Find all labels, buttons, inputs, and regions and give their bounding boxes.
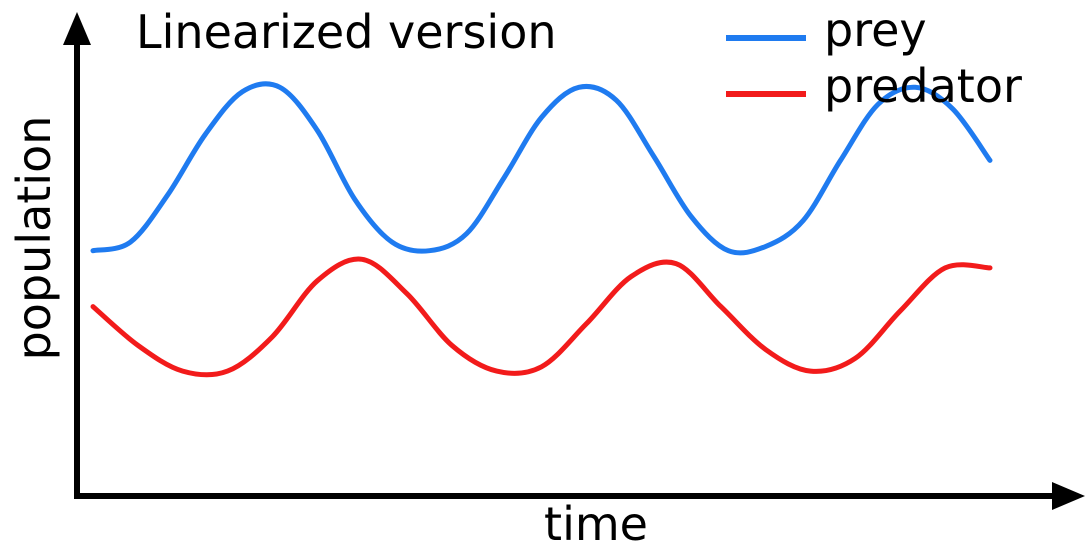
axes <box>63 12 1085 510</box>
legend-label-prey: prey <box>824 3 927 57</box>
x-axis-label: time <box>544 497 648 547</box>
x-axis-arrow <box>1052 482 1085 510</box>
y-axis-arrow <box>63 12 91 45</box>
legend-label-predator: predator <box>824 59 1022 113</box>
y-axis-label: population <box>7 116 61 361</box>
series-line-predator <box>90 256 993 378</box>
series-line-prey <box>90 81 993 256</box>
chart-title: Linearized version <box>136 5 557 59</box>
series-layer <box>90 81 993 378</box>
